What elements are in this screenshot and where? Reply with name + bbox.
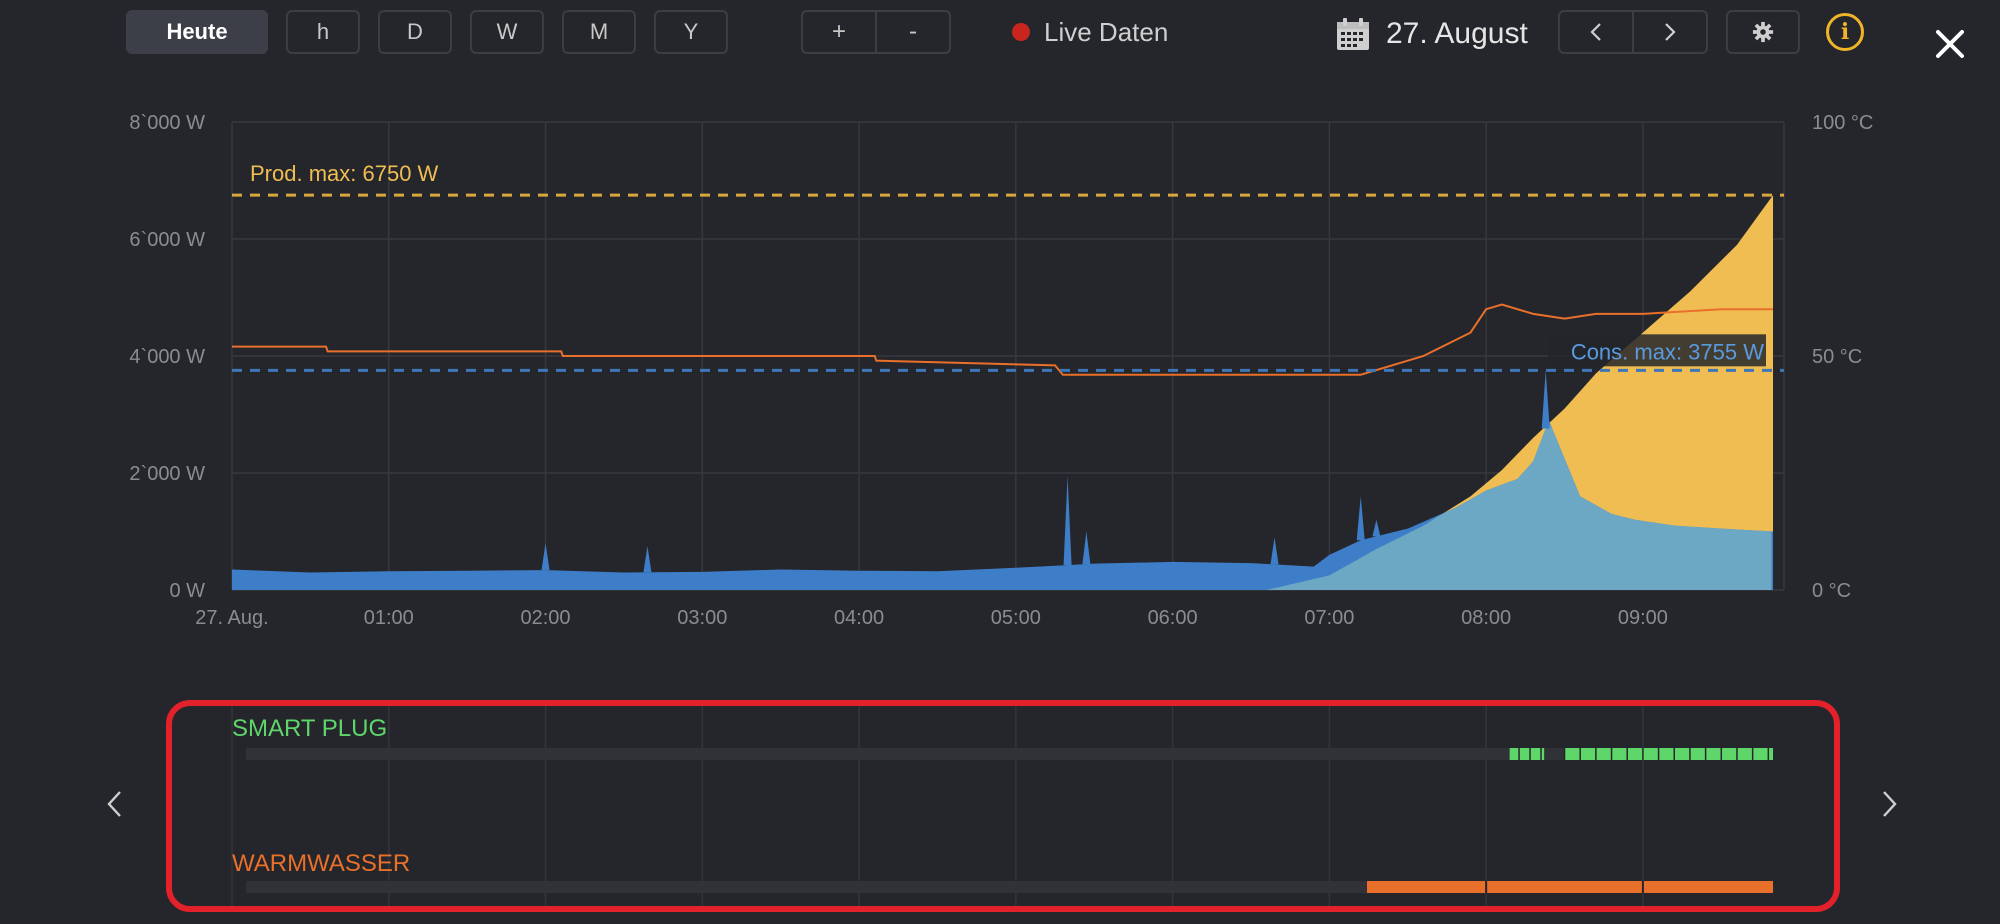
calendar-icon <box>1337 18 1369 50</box>
info-icon[interactable]: i <box>1826 13 1864 51</box>
y-left-tick-label: 6`000 W <box>129 229 205 251</box>
x-tick-label: 09:00 <box>1618 607 1668 629</box>
close-icon[interactable] <box>1932 26 1968 62</box>
warmwasser-label: WARMWASSER <box>232 850 410 877</box>
cons-max-label: Cons. max: 3755 W <box>1571 339 1764 364</box>
prev-day-button[interactable] <box>1560 12 1632 52</box>
x-tick-label: 01:00 <box>364 607 414 629</box>
y-left-tick-label: 0 W <box>169 580 205 602</box>
panel-next-icon[interactable] <box>1874 786 1904 822</box>
range-month-button[interactable]: M <box>562 10 636 54</box>
y-right-tick-label: 50 °C <box>1812 346 1862 368</box>
zoom-group: + - <box>801 10 951 54</box>
x-tick-label: 07:00 <box>1304 607 1354 629</box>
x-tick-label: 04:00 <box>834 607 884 629</box>
chevron-left-icon <box>1590 23 1601 41</box>
panel-prev-icon[interactable] <box>100 786 130 822</box>
date-display[interactable]: 27. August <box>1336 14 1528 54</box>
date-nav-group <box>1558 10 1708 54</box>
live-data-toggle[interactable]: Live Daten <box>1012 14 1168 50</box>
consumption-spike <box>1082 531 1091 565</box>
chevron-right-icon <box>1665 23 1676 41</box>
y-left-tick-label: 2`000 W <box>129 463 205 485</box>
consumption-spike <box>1541 370 1550 429</box>
x-tick-label: 02:00 <box>521 607 571 629</box>
zoom-in-button[interactable]: + <box>831 18 846 45</box>
consumption-spike <box>643 546 652 573</box>
consumption-spike <box>1372 519 1381 537</box>
toolbar: Heute h D W M Y + - Live Daten 27. Augus… <box>0 0 2000 70</box>
smart-plug-active-bar <box>1509 748 1545 760</box>
today-button[interactable]: Heute <box>126 10 268 54</box>
chart-axes: 0 W 2`000 W 4`000 W 6`000 W 8`000 W 0 °C 50 °C… <box>129 112 1873 629</box>
y-left-tick-label: 8`000 W <box>129 112 205 134</box>
x-tick-label: 08:00 <box>1461 607 1511 629</box>
device-timeline-panel: SMART PLUG WARMWASSER <box>166 700 1840 912</box>
gear-icon <box>1752 21 1774 43</box>
x-tick-label: 05:00 <box>991 607 1041 629</box>
consumption-spike <box>1063 475 1072 566</box>
production-area <box>1266 195 1774 590</box>
x-tick-label: 27. Aug. <box>195 607 268 629</box>
temperature-line <box>232 303 1774 376</box>
range-day-button[interactable]: D <box>378 10 452 54</box>
chart-annotations: Prod. max: 6750 W Cons. max: 3755 W <box>232 161 1784 372</box>
next-day-button[interactable] <box>1632 12 1706 52</box>
range-year-button[interactable]: Y <box>654 10 728 54</box>
current-date: 27. August <box>1386 17 1528 50</box>
device-timeline: SMART PLUG WARMWASSER <box>231 706 1774 906</box>
range-hour-button[interactable]: h <box>286 10 360 54</box>
consumption-spike <box>1270 537 1279 565</box>
cons-max-label-bg <box>1548 334 1766 367</box>
prod-max-label: Prod. max: 6750 W <box>250 161 439 186</box>
settings-button[interactable] <box>1726 10 1800 54</box>
live-status-dot <box>1012 23 1030 41</box>
range-week-button[interactable]: W <box>470 10 544 54</box>
chart-lines <box>232 303 1774 376</box>
energy-chart: Prod. max: 6750 W Cons. max: 3755 W 0 W 2`… <box>129 112 1873 629</box>
x-tick-label: 03:00 <box>677 607 727 629</box>
smart-plug-label: SMART PLUG <box>232 715 387 742</box>
y-right-tick-label: 100 °C <box>1812 112 1873 134</box>
x-tick-label: 06:00 <box>1148 607 1198 629</box>
y-right-tick-label: 0 °C <box>1812 580 1851 602</box>
zoom-out-button[interactable]: - <box>875 12 949 52</box>
chart-areas <box>232 195 1774 590</box>
warmwasser-active-bar <box>1366 881 1774 893</box>
consumption-spike <box>541 543 550 571</box>
live-data-label: Live Daten <box>1044 16 1169 47</box>
self-consumption-area <box>1266 423 1772 590</box>
consumption-spike <box>1356 496 1365 541</box>
smart-plug-track <box>246 748 1774 760</box>
y-left-tick-label: 4`000 W <box>129 346 205 368</box>
